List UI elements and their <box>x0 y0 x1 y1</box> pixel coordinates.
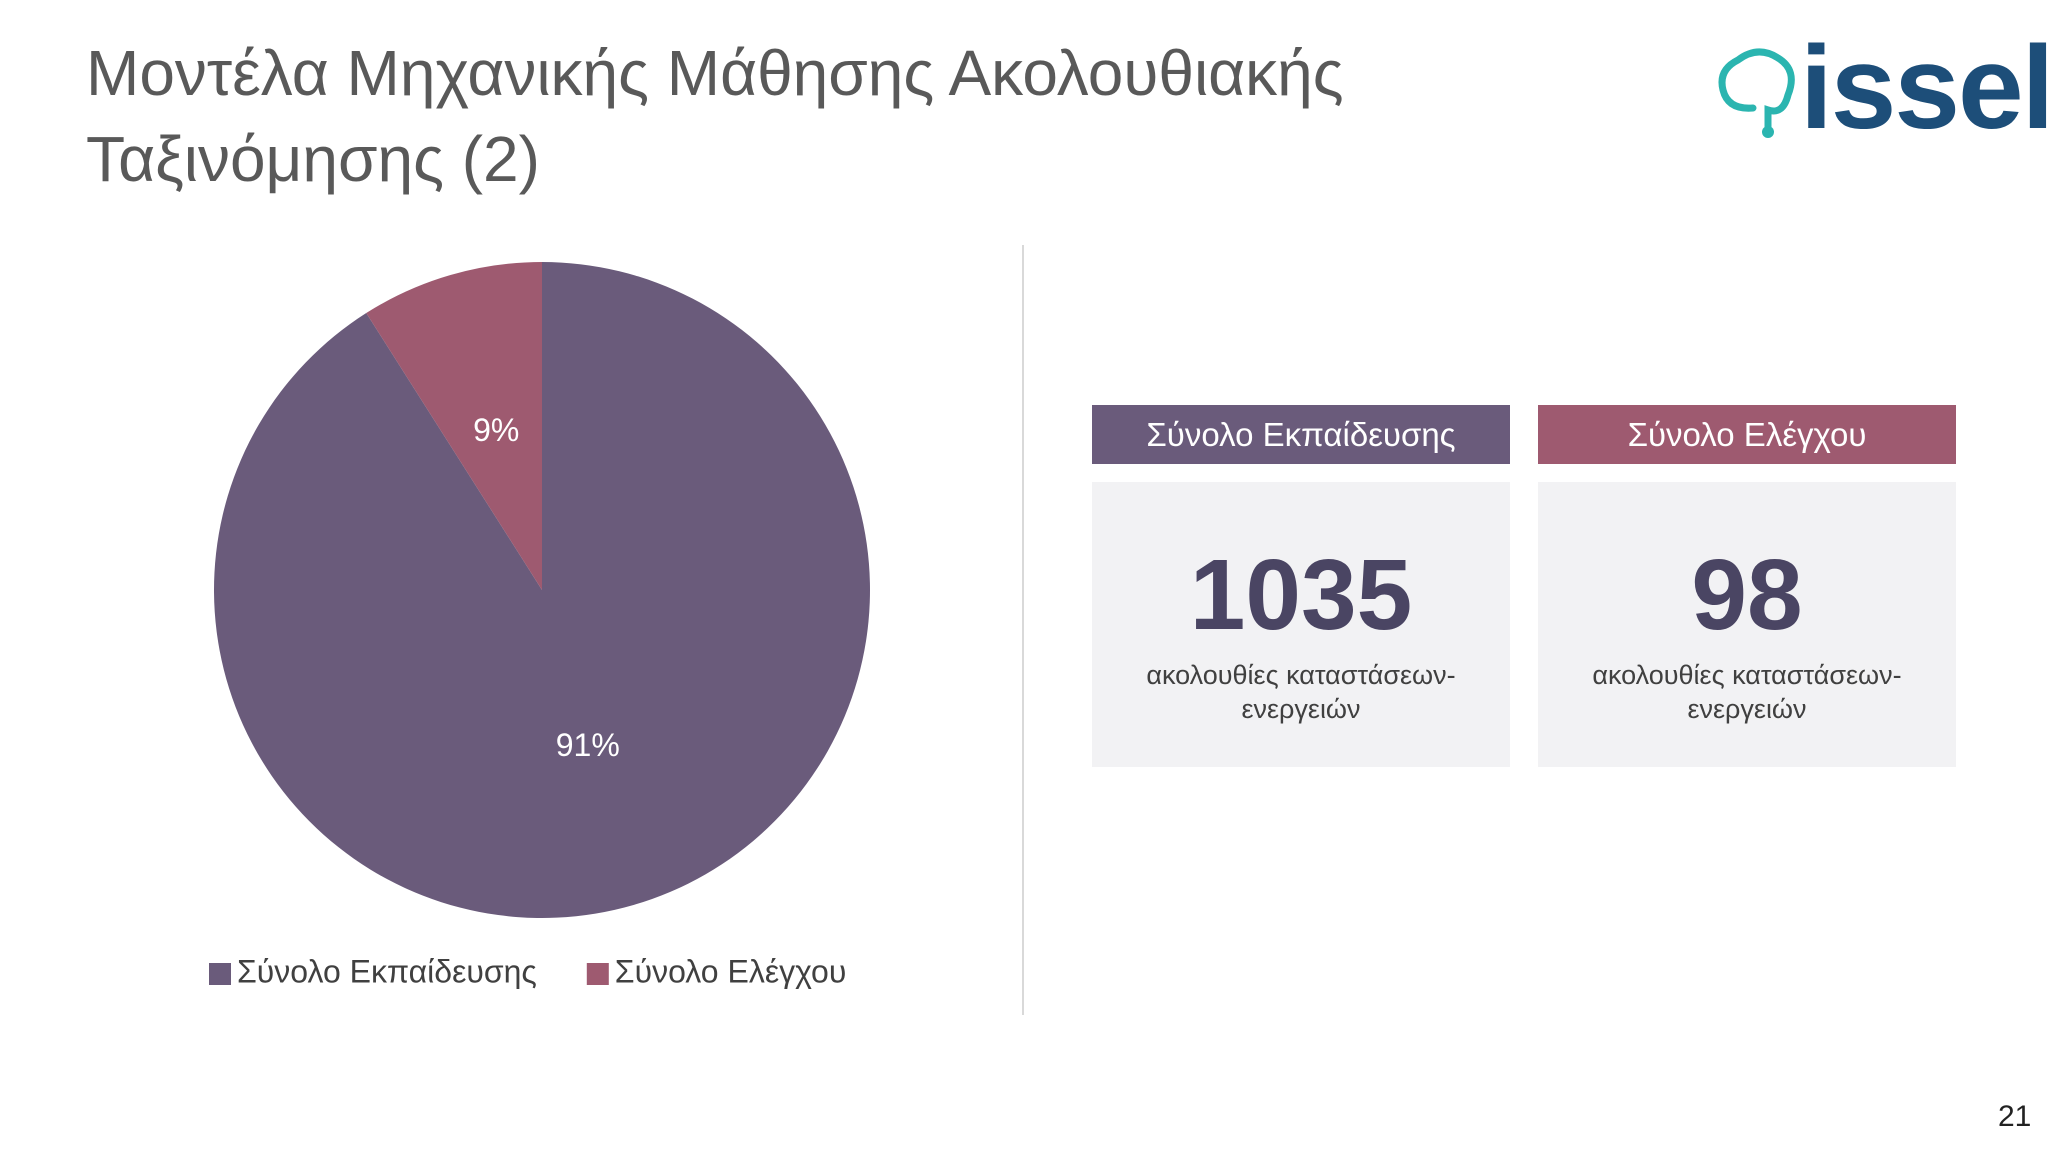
card-value: 98 <box>1691 539 1803 651</box>
card: 1035 ακολουθίες καταστάσεων-ενεργειών <box>1092 482 1510 767</box>
card-header: Σύνολο Ελέγχου <box>1538 405 1956 464</box>
card-value: 1035 <box>1189 539 1413 651</box>
divider <box>1022 245 1024 1015</box>
logo-text: issel <box>1800 22 2048 154</box>
data-label: 9% <box>473 412 519 448</box>
legend-marker <box>586 963 609 985</box>
card: 98 ακολουθίες καταστάσεων-ενεργειών <box>1538 482 1956 767</box>
slide-title: Μοντέλα Μηχανικής Μάθησης Ακολουθιακής Τ… <box>86 37 1344 195</box>
data-label: 91% <box>556 727 620 763</box>
pie-slice <box>366 262 542 590</box>
legend-entry: Σύνολο Ελέγχου <box>615 953 847 989</box>
card-description: ακολουθίες καταστάσεων-ενεργειών <box>1146 660 1456 724</box>
card-header: Σύνολο Εκπαίδευσης <box>1092 405 1510 464</box>
card-description: ακολουθίες καταστάσεων-ενεργειών <box>1592 660 1902 724</box>
page-number: 21 <box>1998 1100 2032 1133</box>
logo-icon <box>1718 48 1795 138</box>
legend-entry: Σύνολο Εκπαίδευσης <box>237 953 537 989</box>
pie-chart: 91% 9% Σύνολο Εκπαίδευσης Σύνολο Ελέγχου <box>209 262 870 989</box>
legend-marker <box>209 963 231 985</box>
